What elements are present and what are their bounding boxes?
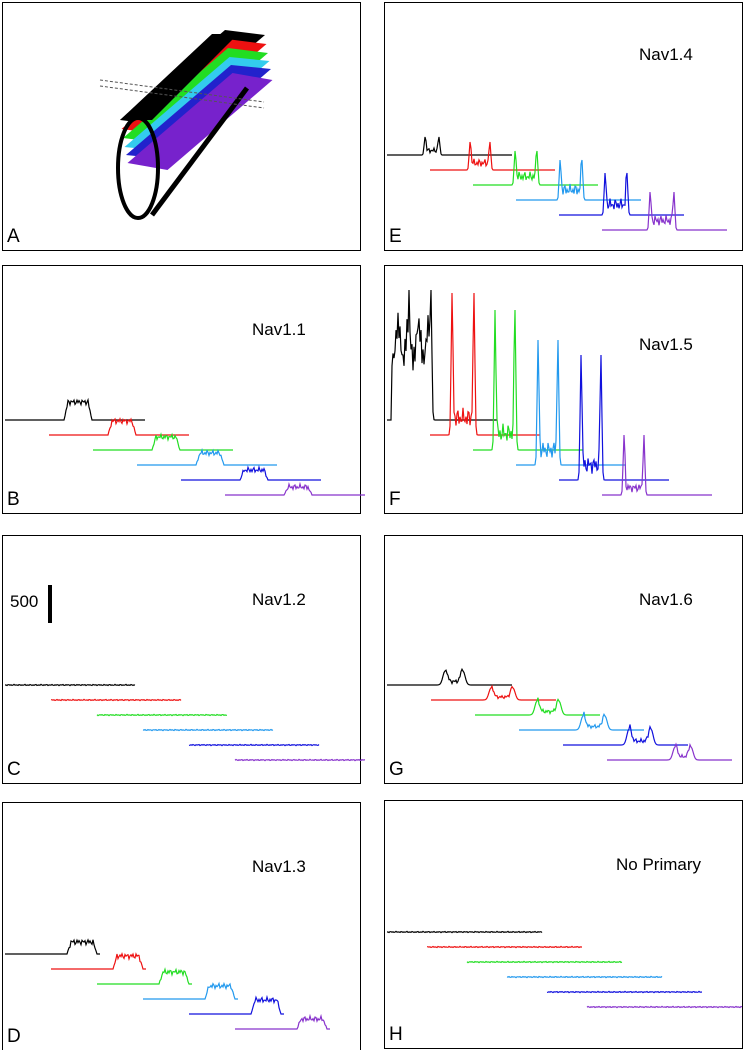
trace: [586, 1005, 743, 1009]
trace: [602, 434, 712, 496]
panel-frame: [384, 265, 743, 514]
panel: F Nav1.5: [384, 265, 743, 514]
cylinder-top: [120, 34, 238, 120]
trace: [181, 464, 321, 481]
panel-title: Nav1.1: [252, 320, 306, 339]
trace: [546, 990, 703, 994]
trace: [5, 683, 136, 687]
trace: [431, 684, 556, 701]
trace: [235, 1013, 330, 1030]
trace: [430, 141, 555, 171]
trace: [426, 945, 582, 949]
trace: [506, 975, 663, 979]
trace: [516, 339, 626, 466]
panel-title: Nav1.3: [252, 857, 306, 876]
panel: E Nav1.4: [384, 2, 743, 251]
panel-label: H: [389, 1024, 403, 1045]
trace: [5, 938, 100, 955]
trace: [430, 292, 540, 436]
panel-label: E: [389, 226, 402, 247]
panel-title: Nav1.4: [639, 45, 693, 64]
trace: [5, 397, 145, 421]
panel-frame: [384, 2, 743, 251]
panel-title: Nav1.2: [252, 590, 306, 609]
panel: D Nav1.3: [2, 802, 361, 1050]
trace: [519, 711, 644, 731]
trace: [475, 697, 600, 716]
panel: G Nav1.6: [384, 535, 743, 784]
trace: [473, 309, 583, 451]
panel-label: D: [7, 1026, 21, 1047]
trace: [51, 951, 146, 970]
panel-title: Nav1.6: [639, 590, 693, 609]
trace: [387, 667, 512, 686]
panel-frame: [384, 535, 743, 784]
trace: [93, 432, 233, 451]
panel-frame: [2, 802, 361, 1050]
cylinder-band: [127, 73, 273, 170]
plane-dash: [99, 79, 265, 103]
trace: [143, 981, 238, 1000]
trace: [387, 136, 512, 156]
trace: [559, 172, 684, 216]
panel-label: B: [7, 489, 20, 510]
trace: [602, 191, 727, 231]
trace: [466, 960, 623, 964]
cylinder-edge: [149, 86, 250, 217]
plane-dash: [99, 85, 265, 109]
trace: [137, 447, 277, 466]
panel-frame: [384, 800, 743, 1049]
panel-label: C: [7, 759, 21, 780]
panel-frame: [2, 265, 361, 514]
trace: [189, 994, 284, 1015]
panel-frame: [2, 535, 361, 784]
panel-label: G: [389, 759, 404, 780]
trace: [387, 289, 497, 421]
trace: [563, 724, 688, 746]
trace: [97, 967, 192, 985]
trace: [96, 713, 228, 717]
trace: [50, 698, 182, 702]
trace: [49, 416, 189, 436]
trace: [559, 354, 669, 481]
trace: [607, 742, 732, 761]
panel-title: Nav1.5: [639, 335, 693, 354]
scale-label: 500: [10, 592, 38, 611]
panel-label: A: [7, 226, 20, 247]
trace: [188, 743, 320, 747]
panel-frame: [2, 2, 361, 251]
trace: [225, 481, 365, 496]
panel: H No Primary: [384, 800, 743, 1049]
panel-label: F: [389, 489, 401, 510]
trace: [234, 758, 366, 762]
cylinder-end: [116, 116, 160, 220]
panel: A: [2, 2, 361, 251]
panel: C Nav1.2 500: [2, 535, 366, 784]
panel-title: No Primary: [616, 855, 702, 874]
trace: [142, 728, 274, 732]
trace: [473, 150, 598, 186]
trace: [516, 159, 641, 201]
panel: B Nav1.1: [2, 265, 365, 514]
trace: [387, 930, 543, 934]
